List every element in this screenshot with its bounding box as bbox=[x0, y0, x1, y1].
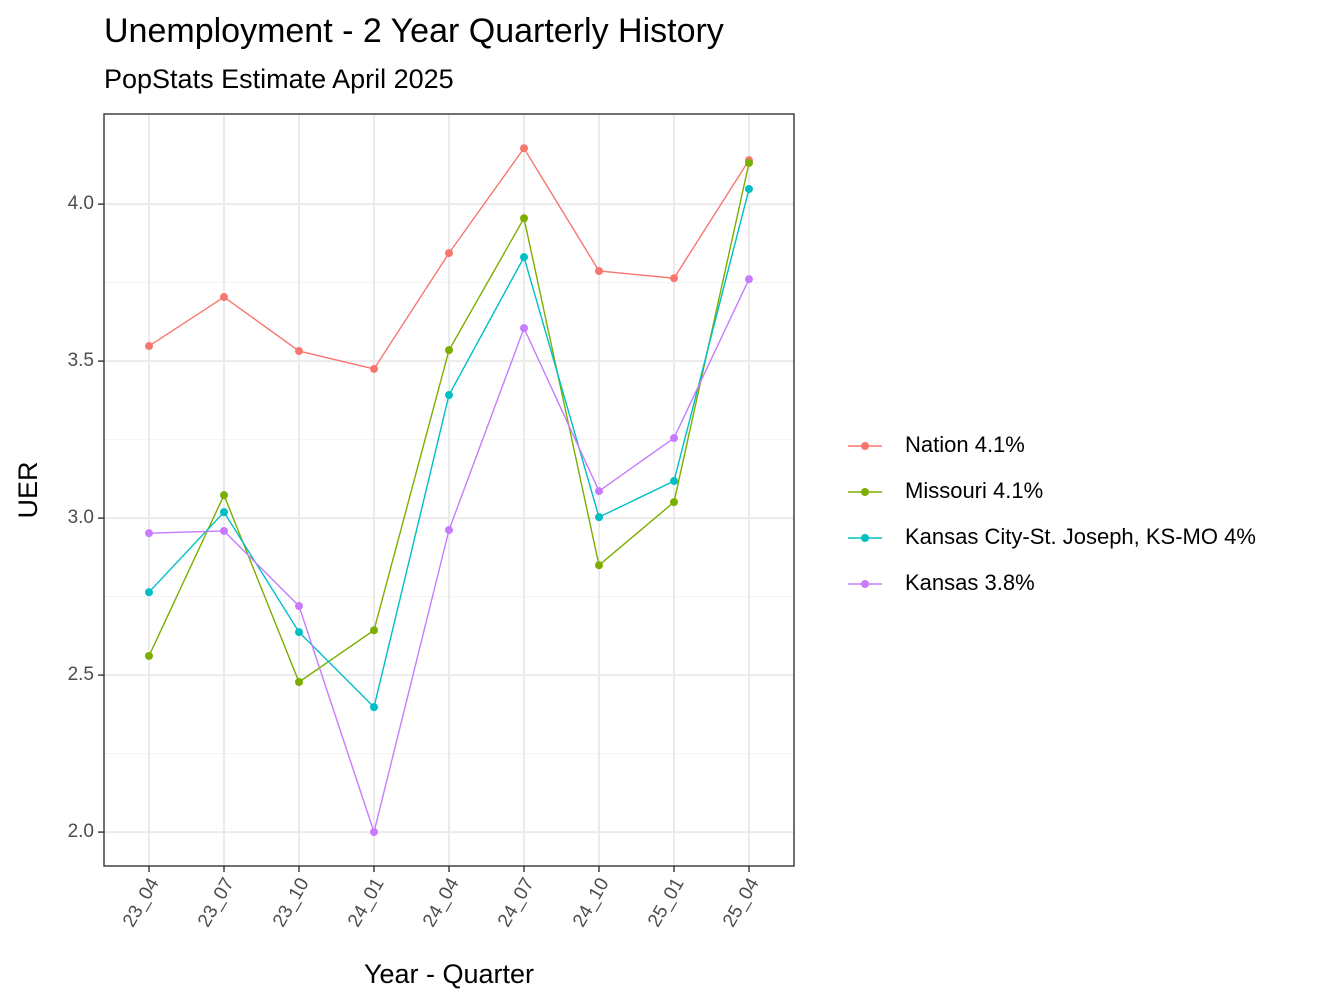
data-point bbox=[220, 526, 228, 535]
data-point bbox=[670, 498, 678, 507]
data-point bbox=[220, 491, 228, 500]
data-point bbox=[595, 266, 603, 275]
data-point bbox=[220, 293, 228, 302]
x-tick-label: 25_01 bbox=[644, 875, 689, 931]
y-tick-label: 4.0 bbox=[68, 193, 94, 214]
legend-dot bbox=[861, 442, 869, 450]
data-point bbox=[670, 434, 678, 443]
data-point bbox=[295, 347, 303, 356]
data-point bbox=[520, 144, 528, 153]
y-tick-label: 2.0 bbox=[68, 821, 94, 842]
x-tick-label: 24_07 bbox=[494, 875, 539, 931]
legend: Nation 4.1% Missouri 4.1% Kansas City-St. … bbox=[848, 432, 1256, 595]
legend-label: Kansas 3.8% bbox=[905, 570, 1035, 595]
y-tick-label: 3.5 bbox=[68, 350, 94, 371]
x-tick-label: 24_01 bbox=[344, 875, 389, 931]
chart-subtitle: PopStats Estimate April 2025 bbox=[104, 64, 454, 94]
data-point bbox=[595, 561, 603, 570]
data-point bbox=[220, 508, 228, 517]
legend-dot bbox=[861, 488, 869, 496]
data-point bbox=[595, 487, 603, 496]
y-tick-label: 3.0 bbox=[68, 507, 94, 528]
data-point bbox=[670, 274, 678, 283]
data-point bbox=[145, 342, 153, 351]
x-axis-title: Year - Quarter bbox=[364, 959, 534, 989]
data-point bbox=[370, 364, 378, 373]
data-point bbox=[370, 828, 378, 837]
data-point bbox=[145, 651, 153, 660]
data-point bbox=[445, 526, 453, 535]
plot bbox=[145, 144, 753, 837]
data-point bbox=[295, 628, 303, 637]
data-point bbox=[670, 477, 678, 486]
data-point bbox=[745, 275, 753, 284]
x-tick-label: 23_04 bbox=[119, 874, 164, 931]
x-tick-label: 23_10 bbox=[269, 875, 314, 931]
y-tick-label: 2.5 bbox=[68, 664, 94, 685]
legend-dot bbox=[861, 580, 869, 588]
grid bbox=[104, 114, 794, 866]
data-point bbox=[520, 214, 528, 223]
chart-title: Unemployment - 2 Year Quarterly History bbox=[104, 12, 724, 50]
data-point bbox=[595, 513, 603, 522]
data-point bbox=[445, 346, 453, 355]
data-point bbox=[445, 391, 453, 400]
data-point bbox=[295, 678, 303, 687]
data-point bbox=[745, 185, 753, 194]
data-point bbox=[745, 158, 753, 167]
x-tick-label: 25_04 bbox=[719, 874, 764, 931]
data-point bbox=[520, 253, 528, 262]
data-point bbox=[370, 626, 378, 635]
x-tick-label: 24_04 bbox=[419, 874, 464, 931]
legend-dot bbox=[861, 534, 869, 542]
data-point bbox=[370, 703, 378, 712]
legend-label: Missouri 4.1% bbox=[905, 478, 1043, 503]
data-point bbox=[145, 588, 153, 597]
data-point bbox=[520, 324, 528, 333]
legend-label: Nation 4.1% bbox=[905, 432, 1025, 457]
x-tick-label: 23_07 bbox=[194, 875, 239, 931]
x-tick-label: 24_10 bbox=[569, 875, 614, 931]
y-axis-title: UER bbox=[13, 461, 43, 518]
legend-label: Kansas City-St. Joseph, KS-MO 4% bbox=[905, 524, 1256, 549]
data-point bbox=[145, 529, 153, 538]
data-point bbox=[295, 602, 303, 611]
data-point bbox=[445, 249, 453, 258]
